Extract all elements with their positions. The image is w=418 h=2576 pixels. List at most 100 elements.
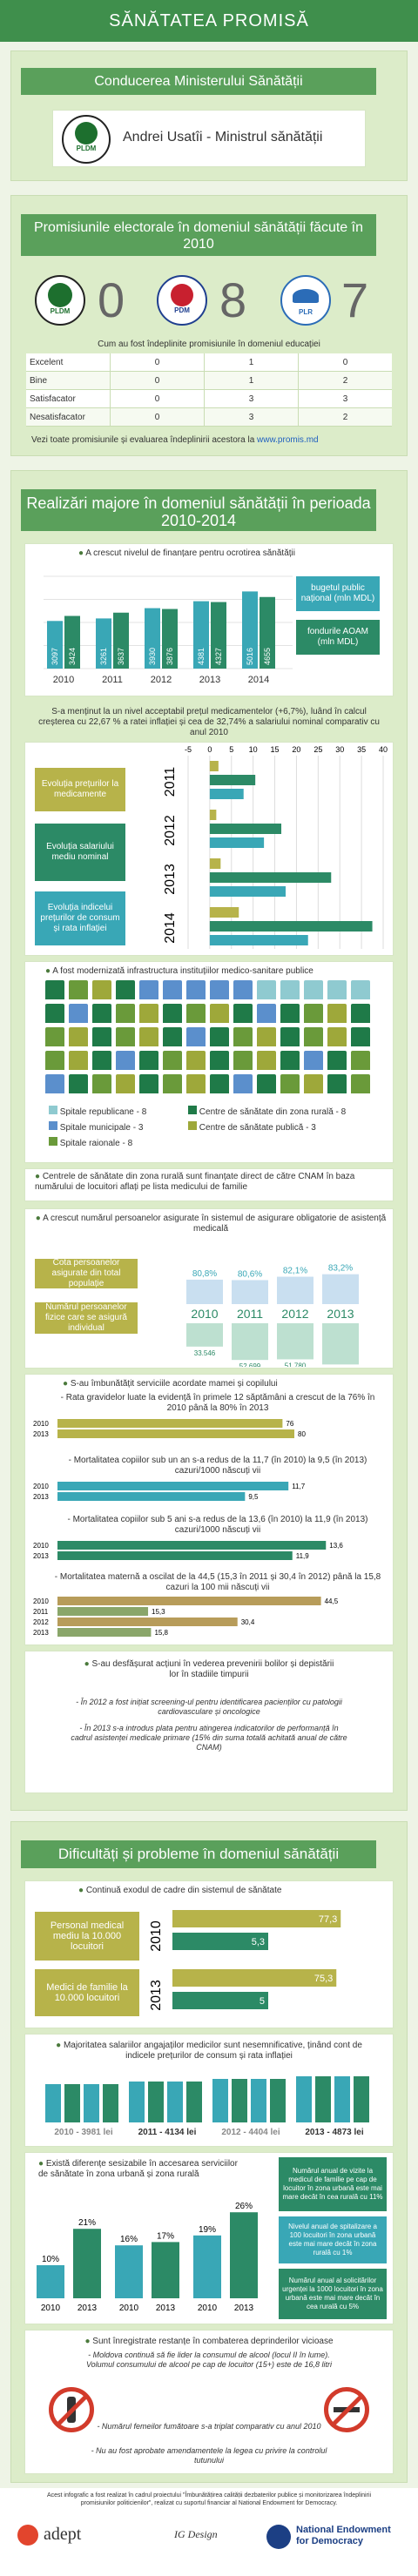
building-icon [351, 980, 370, 999]
bar [211, 602, 226, 669]
tick-label: 2013 [78, 2304, 98, 2313]
mother-caption: S-au îmbunătățit serviciile acordate mam… [63, 1379, 376, 1389]
bar [209, 837, 265, 848]
tick-label: 2010 [53, 675, 74, 685]
building-icon [116, 1074, 135, 1093]
building-icon [92, 1027, 111, 1046]
bar [115, 2245, 143, 2298]
access-caption: Există diferențe sesizabile în accesarea… [38, 2159, 247, 2180]
bar [209, 907, 239, 918]
promises-link[interactable]: www.promis.md [257, 435, 319, 445]
medicine-chart: -5 0 5 10 15 20 25 30 35 40 2011 2012 2013 2014 [163, 745, 388, 949]
salary-bar [334, 2076, 350, 2122]
promises-footer-text: Vezi toate promisiunile și evaluarea înd… [31, 435, 255, 445]
tick-label: 2010 [150, 1920, 164, 1952]
bar [209, 761, 219, 771]
building-icon [163, 1027, 182, 1046]
bar [209, 858, 221, 869]
bar [277, 1323, 314, 1360]
building-icon [304, 1074, 323, 1093]
vice-caption: Sunt înregistrate restanțe în combaterea… [42, 2337, 376, 2347]
promises-cell: 0 [110, 372, 204, 389]
tick-label: 2012 [151, 675, 172, 685]
mother-item-under5: - Mortalitatea copiilor sub 5 ani s-a re… [67, 1515, 368, 1535]
cancer-item-screening: - În 2012 a fost inițiat screening-ul pe… [76, 1698, 342, 1716]
data-label: 3424 [68, 648, 77, 665]
salary-bar [103, 2084, 118, 2122]
building-icon [233, 980, 253, 999]
minister-name: Andrei Usatîi - Ministrul sănătății [123, 130, 323, 145]
tick-label: 2010 [191, 1307, 218, 1321]
igdesign-logo: IG Design [174, 2528, 218, 2540]
leadership-title: Conducerea Ministerului Sănătății [21, 68, 376, 95]
bar [186, 1279, 223, 1304]
salary-bar [129, 2082, 145, 2122]
bar [172, 1969, 337, 1987]
promises-cell: 0 [110, 408, 204, 426]
ned-logo-icon [266, 2525, 291, 2549]
data-label: 51.780 [285, 1362, 307, 1367]
data-label: 11,7 [292, 1483, 306, 1490]
bar [193, 2235, 221, 2298]
tick-label: 2013 [163, 864, 178, 895]
legend-text: Spitale republicane - 8 [59, 1107, 147, 1117]
building-icon [304, 1004, 323, 1023]
building-icon [257, 1004, 276, 1023]
medicine-caption: S-a menținut la un nivel acceptabil preț… [38, 707, 380, 737]
tree-icon [48, 283, 72, 307]
salary-column: 2013 - 4873 lei [296, 2067, 373, 2142]
achievements-title: Realizări majore în domeniul sănătății î… [21, 489, 376, 531]
vice-item-tobacco: - Nu au fost aprobate amendamentele la l… [91, 2446, 327, 2465]
data-label: 77,3 [319, 1914, 337, 1925]
building-icon [304, 1051, 323, 1070]
adept-logo-icon [17, 2525, 38, 2546]
bar [209, 775, 256, 785]
legend-swatch [49, 1106, 57, 1114]
salary-label: 2013 - 4873 lei [305, 2128, 364, 2137]
legend-district: Spitale raionale - 8 [49, 1137, 132, 1149]
data-label: 17% [157, 2231, 174, 2241]
salary-caption: Majoritatea salariilor angajaților medic… [42, 2041, 376, 2061]
building-icon [280, 1051, 300, 1070]
bar [209, 789, 244, 799]
building-icon [304, 1027, 323, 1046]
bar [57, 1492, 246, 1501]
tick-label: 2010 [198, 2304, 218, 2313]
building-icon [163, 1051, 182, 1070]
bar [57, 1618, 238, 1626]
tick-label: 0 [207, 745, 212, 754]
insured-label-count: Numărul persoanelor fizice care se asigu… [35, 1302, 138, 1334]
building-icon [210, 980, 229, 999]
tick-label: 2012 [33, 1618, 49, 1626]
bar [57, 1482, 289, 1490]
building-icon [304, 980, 323, 999]
tick-label: 2013 [234, 2304, 254, 2313]
legend-cnam: fondurile AOAM (mln MDL) [296, 620, 380, 655]
bar [152, 2242, 179, 2298]
building-icon [186, 980, 206, 999]
legend-republican: Spitale republicane - 8 [49, 1106, 146, 1118]
building-icon [92, 980, 111, 999]
salary-label: 2011 - 4134 lei [138, 2128, 197, 2137]
promises-cell: 0 [110, 353, 204, 371]
bar [96, 618, 111, 669]
building-icon [139, 1004, 158, 1023]
promises-table-row: Nesatisfacator 0 3 2 [26, 408, 392, 427]
building-icon [327, 1004, 347, 1023]
tick-label: 2010 [41, 2304, 61, 2313]
data-label: 26% [235, 2202, 253, 2211]
tick-label: 25 [314, 745, 322, 754]
building-icon [327, 980, 347, 999]
data-label: 44,5 [325, 1597, 339, 1605]
building-icon [280, 1004, 300, 1023]
promises-cell: 3 [204, 408, 298, 426]
data-label: 19% [199, 2225, 216, 2235]
data-label: 76 [286, 1420, 293, 1428]
tick-label: 2011 [102, 675, 123, 685]
party-logo-label: PLR [299, 308, 313, 316]
building-icon [280, 1027, 300, 1046]
legend-swatch [188, 1121, 197, 1130]
tick-label: 2013 [33, 1552, 49, 1560]
tick-label: 2013 [327, 1307, 354, 1321]
building-icon [257, 1051, 276, 1070]
